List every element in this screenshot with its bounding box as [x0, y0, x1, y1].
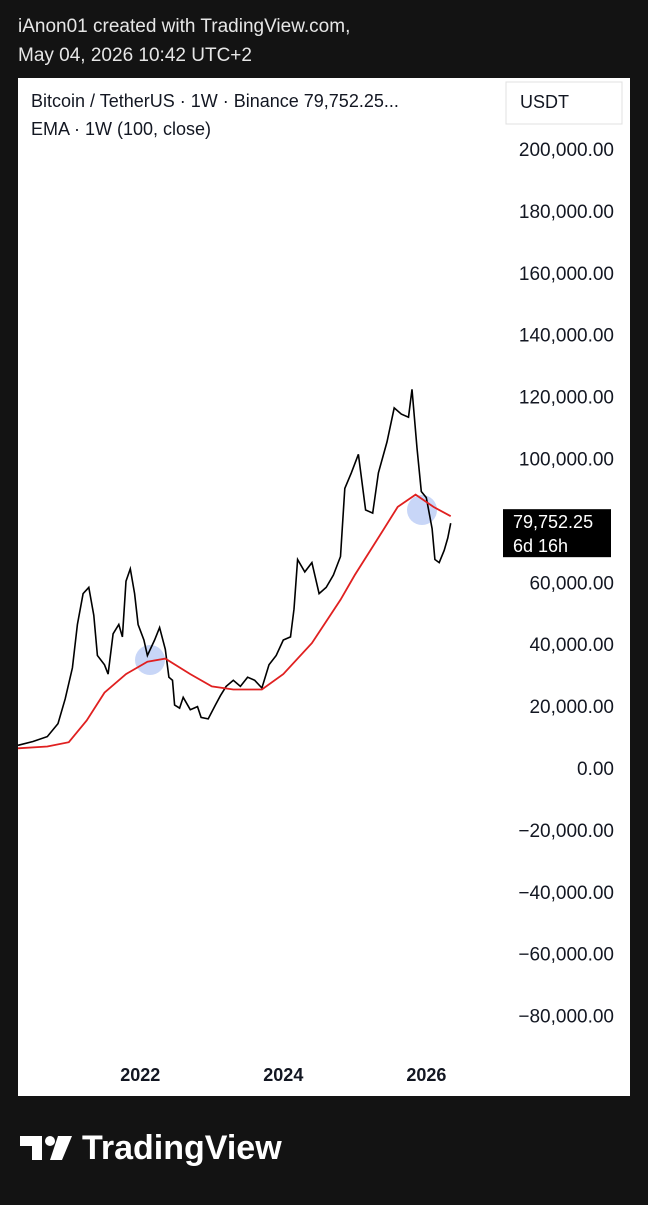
y-tick-label: 40,000.00 — [529, 635, 614, 656]
logo — [20, 1136, 72, 1160]
header-line: May 04, 2026 10:42 UTC+2 — [18, 45, 252, 66]
y-tick-label: 180,000.00 — [519, 202, 614, 223]
y-tick-label: −80,000.00 — [518, 1007, 614, 1028]
y-tick-label: −40,000.00 — [518, 883, 614, 904]
chart-panel — [18, 78, 630, 1096]
plot — [17, 389, 452, 750]
price-line — [17, 389, 452, 747]
price-tag — [503, 509, 611, 558]
y-tick-label: −60,000.00 — [518, 945, 614, 966]
y-tick-label: 0.00 — [577, 759, 614, 780]
y-tick-label: 200,000.00 — [519, 140, 614, 161]
header-line: iAnon01 created with TradingView.com, — [18, 16, 350, 37]
x-tick-label: 2022 — [120, 1065, 160, 1085]
y-tick-label: 100,000.00 — [519, 450, 614, 471]
ema-line — [17, 493, 452, 750]
highlight — [135, 645, 165, 675]
x-tick-label: 2024 — [263, 1065, 303, 1085]
logo-mark — [20, 1136, 42, 1160]
price-tag-value: 79,752.25 — [513, 512, 593, 532]
y-tick-label: −20,000.00 — [518, 821, 614, 842]
y-tick-label: 60,000.00 — [529, 573, 614, 594]
x-tick-label: 2026 — [406, 1065, 446, 1085]
y-tick-label: 20,000.00 — [529, 697, 614, 718]
price-tag-countdown: 6d 16h — [513, 536, 568, 556]
unit-box — [505, 81, 623, 125]
legend-entry: EMA · 1W (100, close) — [31, 119, 211, 139]
logo-mark — [45, 1136, 55, 1146]
y-tick-label: 160,000.00 — [519, 264, 614, 285]
y-tick-label: 140,000.00 — [519, 326, 614, 347]
y-tick-label: 120,000.00 — [519, 388, 614, 409]
legend-entry: Bitcoin / TetherUS · 1W · Binance 79,752… — [31, 91, 399, 111]
brand: TradingView — [82, 1129, 282, 1167]
axis-unit: USDT — [520, 92, 569, 112]
logo-mark — [50, 1136, 72, 1160]
